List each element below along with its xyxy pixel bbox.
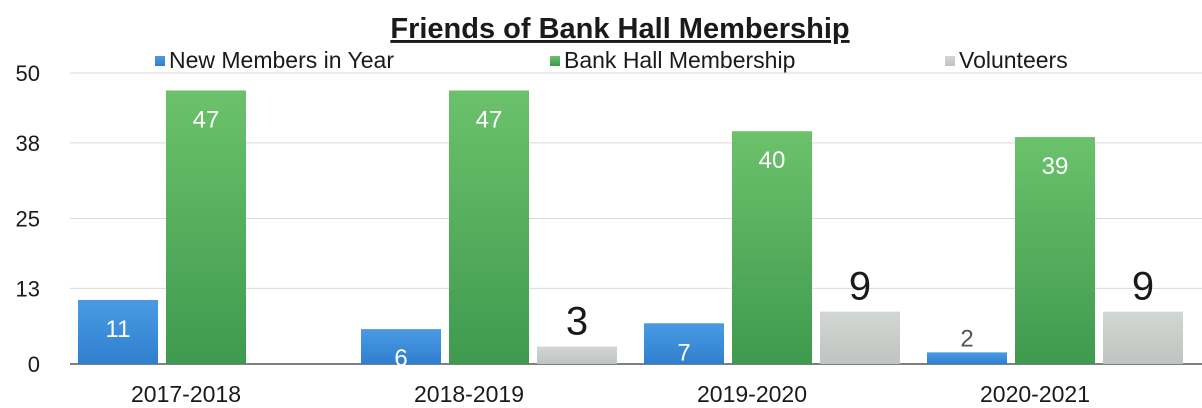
chart-title: Friends of Bank Hall Membership: [390, 13, 849, 45]
x-category-label: 2018-2019: [414, 381, 524, 407]
legend-label: New Members in Year: [169, 47, 394, 73]
data-label: 7: [677, 339, 690, 366]
x-axis: 2017-2018 2018-2019 2019-2020 2020-2021: [131, 381, 1090, 407]
data-label: 39: [1042, 153, 1069, 180]
x-category-label: 2017-2018: [131, 381, 241, 407]
data-labels: 11 47 6 47 3 7 40 9 2 39 9: [106, 106, 1155, 372]
legend-swatch: [550, 56, 560, 66]
bars: [78, 90, 1183, 365]
bar-volunteers: [537, 346, 617, 364]
bar-bank-hall-membership: [449, 90, 529, 365]
bar-volunteers: [820, 311, 900, 364]
legend-label: Bank Hall Membership: [564, 47, 795, 73]
y-tick-label: 13: [16, 276, 40, 301]
data-label: 3: [566, 300, 588, 344]
bar-volunteers: [1103, 311, 1183, 364]
y-tick-label: 38: [16, 131, 40, 156]
bar-bank-hall-membership: [1015, 137, 1095, 364]
legend-label: Volunteers: [959, 47, 1068, 73]
y-tick-label: 0: [28, 352, 40, 377]
data-label: 6: [394, 345, 407, 372]
x-category-label: 2019-2020: [697, 381, 807, 407]
legend: New Members in Year Bank Hall Membership V…: [155, 47, 1068, 73]
data-label: 2: [960, 325, 973, 352]
data-label: 47: [193, 106, 220, 133]
bar-bank-hall-membership: [166, 90, 246, 365]
y-axis: 0 13 25 38 50: [16, 61, 40, 377]
bar-new-members-in-year: [927, 352, 1007, 364]
data-label: 9: [849, 265, 871, 309]
data-label: 40: [759, 147, 786, 174]
data-label: 11: [106, 316, 131, 343]
bar-bank-hall-membership: [732, 131, 812, 364]
bar-new-members-in-year: [361, 329, 441, 364]
y-tick-label: 25: [16, 207, 40, 232]
legend-swatch: [945, 56, 955, 66]
legend-swatch: [155, 56, 165, 66]
y-tick-label: 50: [16, 61, 40, 86]
bar-new-members-in-year: [644, 323, 724, 364]
gridlines: [70, 72, 1202, 365]
data-label: 9: [1132, 265, 1154, 309]
data-label: 47: [476, 106, 503, 133]
bar-new-members-in-year: [78, 299, 158, 364]
x-category-label: 2020-2021: [980, 381, 1090, 407]
